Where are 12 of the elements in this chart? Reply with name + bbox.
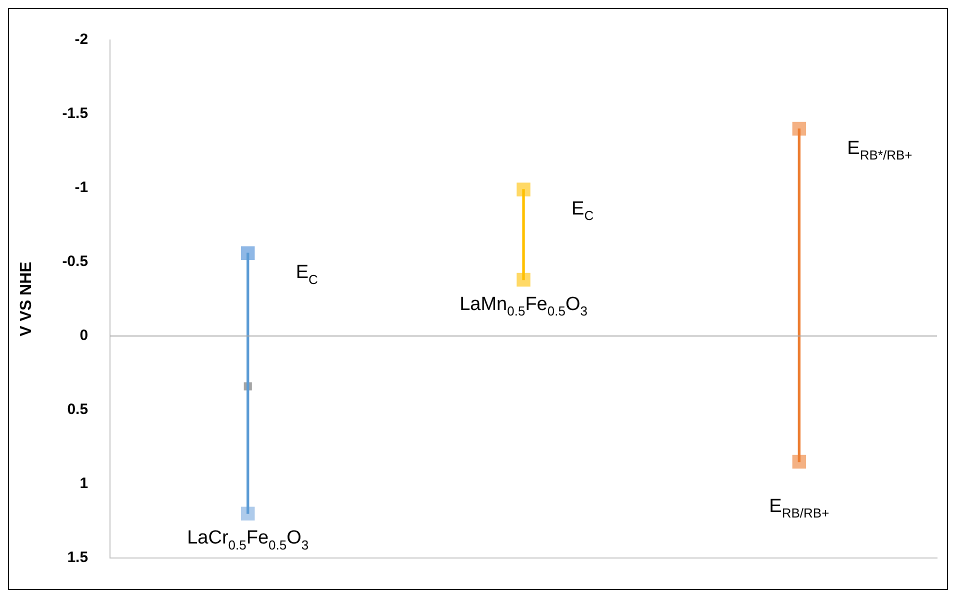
y-tick-label: 1.5 [67,549,88,566]
y-tick-label: 0 [80,327,88,344]
bar [522,189,525,280]
bar [798,128,801,462]
y-tick-label: 0.5 [67,401,88,418]
y-axis-title: V VS NHE [18,261,36,336]
y-tick-label: -0.5 [62,253,88,270]
y-tick-label: -2 [74,31,88,48]
y-tick-label: -1 [74,179,88,196]
y-tick-label: -1.5 [62,105,88,122]
bar [246,252,250,514]
y-tick-label: 1 [80,475,88,492]
